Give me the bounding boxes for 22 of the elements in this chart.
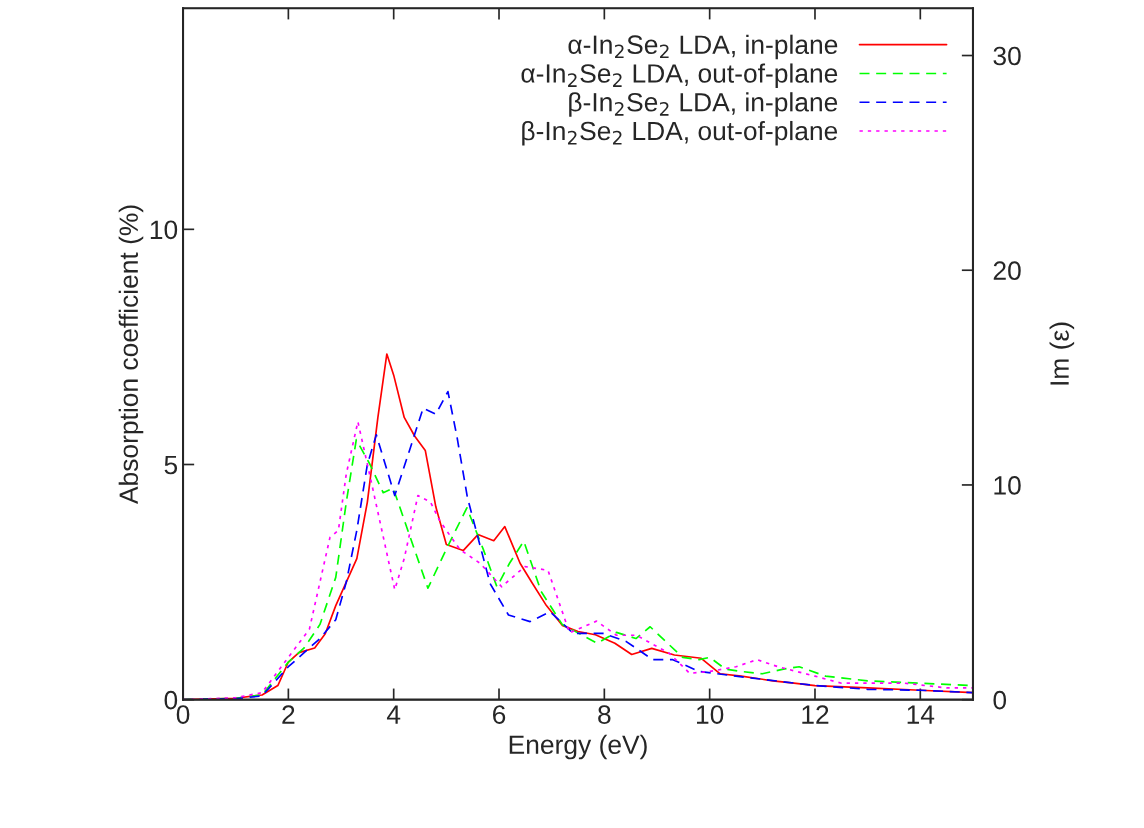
x-tick-label: 12 xyxy=(802,705,829,724)
y-tick-label: 0 xyxy=(164,690,178,710)
x-tick-label: 14 xyxy=(907,705,935,724)
x-tick-label: 8 xyxy=(598,705,611,724)
y-tick-label: 10 xyxy=(150,220,178,240)
legend-label: α-In$_{2}$Se$_{2}$ LDA, out-of-plane xyxy=(521,63,838,89)
y2-tick-label: 10 xyxy=(994,476,1021,495)
y-axis-title: Absorption coefficient (%) xyxy=(118,205,144,505)
x-tick-label: 4 xyxy=(386,705,401,724)
legend-label: β-In$_{2}$Se$_{2}$ LDA, in-plane xyxy=(569,92,838,117)
y2-tick-label: 0 xyxy=(993,690,1007,710)
x-axis-title: Energy (eV) xyxy=(509,734,647,760)
y2-axis-title: Im (ε) xyxy=(1049,322,1075,385)
y-tick-label: 5 xyxy=(164,455,178,475)
legend-label: α-In$_{2}$Se$_{2}$ LDA, in-plane xyxy=(568,34,838,60)
x-tick-label: 10 xyxy=(697,705,724,724)
x-tick-label: 2 xyxy=(282,705,295,724)
y2-tick-label: 20 xyxy=(993,261,1021,281)
x-tick-label: 0 xyxy=(176,705,190,724)
legend-label: β-In$_{2}$Se$_{2}$ LDA, out-of-plane xyxy=(522,120,838,146)
y2-tick-label: 30 xyxy=(993,46,1021,66)
x-tick-label: 6 xyxy=(493,705,506,724)
